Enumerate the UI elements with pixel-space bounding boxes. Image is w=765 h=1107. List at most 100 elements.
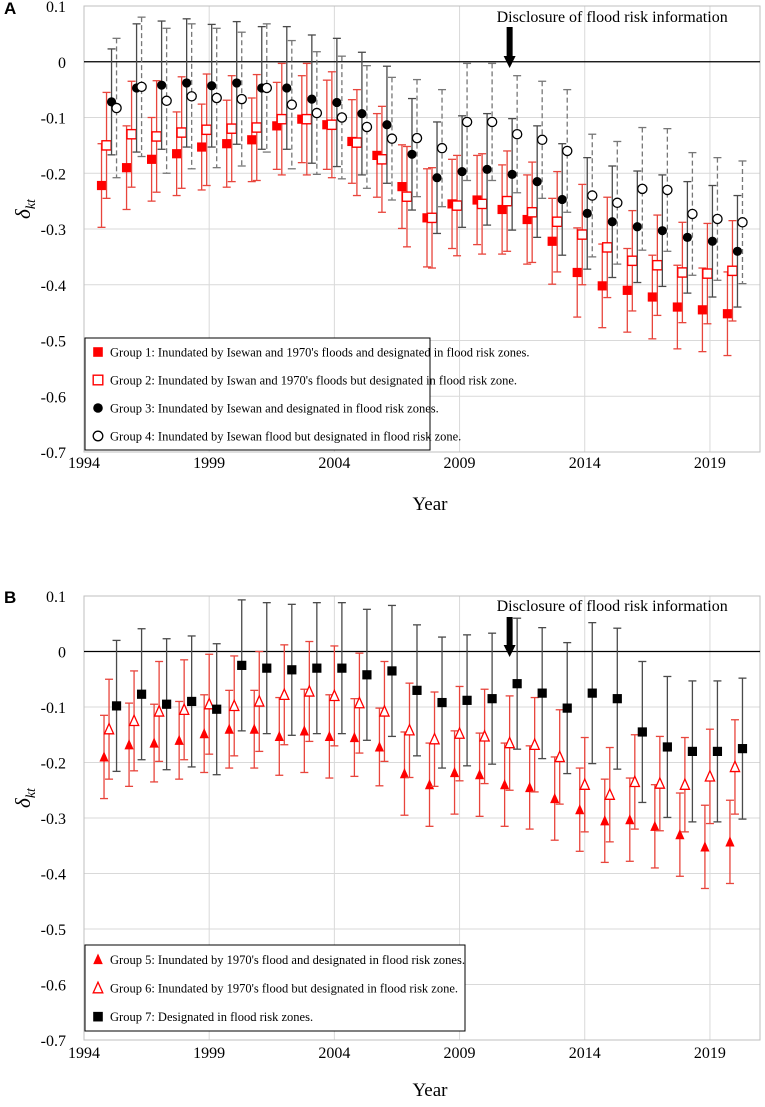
data-point — [504, 735, 516, 749]
data-point — [226, 123, 238, 134]
data-point — [99, 751, 109, 762]
series-1 — [99, 688, 735, 890]
data-point — [378, 704, 391, 717]
data-point — [522, 214, 532, 225]
data-point — [607, 217, 617, 227]
annotation-arrow-head — [503, 56, 516, 68]
data-point — [187, 696, 197, 707]
data-point — [362, 670, 372, 680]
data-point — [203, 697, 215, 710]
data-point — [232, 78, 242, 88]
data-point — [679, 777, 691, 790]
data-point — [532, 177, 542, 187]
data-point — [486, 116, 498, 128]
data-point — [149, 737, 159, 748]
data-point — [478, 729, 491, 742]
y-tick-label: -0.6 — [41, 978, 66, 995]
data-point — [587, 190, 598, 201]
data-point — [251, 122, 263, 133]
data-point — [612, 197, 623, 209]
data-point — [121, 163, 132, 173]
legend-label: Group 7: Designated in flood risk zones. — [110, 1010, 313, 1024]
data-point — [700, 841, 710, 852]
data-point — [575, 804, 585, 815]
data-point — [157, 80, 167, 90]
x-tick-label: 2019 — [694, 1045, 726, 1062]
data-point — [453, 726, 466, 739]
data-point — [461, 116, 473, 128]
x-tick-label: 2014 — [569, 455, 601, 472]
data-point — [182, 78, 192, 88]
y-axis-title: δkt — [11, 198, 39, 219]
data-point — [572, 267, 582, 278]
data-point — [424, 779, 435, 790]
x-tick-label: 1999 — [193, 455, 225, 472]
data-point — [407, 149, 417, 159]
annotation-label: Disclosure of flood risk information — [497, 598, 728, 615]
data-point — [286, 99, 298, 110]
x-tick-label: 2004 — [318, 1045, 350, 1062]
legend-label: Group 2: Inundated by Iswan and 1970's f… — [110, 374, 517, 388]
data-point — [178, 702, 190, 716]
data-point — [487, 694, 497, 704]
y-tick-label: -0.7 — [41, 1033, 66, 1050]
data-point — [712, 746, 723, 756]
data-point — [462, 695, 472, 705]
y-tick-label: -0.5 — [41, 922, 66, 939]
data-point — [411, 132, 423, 144]
data-point — [282, 83, 292, 93]
x-tick-label: 2019 — [694, 455, 726, 472]
y-tick-label: -0.2 — [41, 756, 66, 773]
data-point — [337, 663, 347, 673]
data-point — [111, 102, 122, 114]
data-point — [126, 128, 137, 140]
data-point — [336, 112, 348, 123]
data-point — [682, 232, 692, 242]
data-point — [732, 246, 743, 256]
y-axis-title: δkt — [11, 787, 39, 808]
data-point — [597, 281, 607, 291]
data-point — [274, 730, 284, 742]
data-point — [397, 182, 407, 192]
data-point — [103, 722, 115, 735]
data-point — [525, 781, 535, 793]
data-point — [236, 93, 247, 105]
data-point — [357, 108, 367, 119]
annotation-label: Disclosure of flood risk information — [497, 9, 728, 26]
x-tick-label: 1999 — [193, 1045, 225, 1062]
data-point — [186, 91, 197, 102]
y-tick-label: -0.2 — [41, 166, 66, 183]
data-point — [262, 663, 272, 673]
data-point — [201, 124, 212, 136]
data-point — [287, 665, 297, 675]
data-point — [722, 309, 733, 319]
data-point — [111, 701, 122, 711]
data-point — [436, 142, 448, 154]
data-point — [412, 685, 422, 695]
data-point — [601, 242, 613, 253]
y-tick-label: 0.1 — [46, 589, 66, 606]
data-point — [637, 727, 647, 737]
data-point — [401, 191, 413, 202]
data-point — [247, 135, 257, 145]
data-point — [507, 169, 517, 179]
data-point — [207, 81, 217, 91]
data-point — [687, 208, 698, 220]
y-tick-label: -0.5 — [41, 334, 66, 351]
data-point — [128, 713, 140, 727]
data-point — [174, 734, 184, 745]
data-point — [562, 703, 572, 713]
data-point — [311, 107, 323, 119]
data-point — [361, 121, 373, 133]
data-point — [332, 97, 342, 108]
data-point — [576, 229, 588, 240]
data-point — [386, 133, 398, 144]
data-point — [387, 666, 397, 676]
data-point — [550, 792, 560, 804]
data-point — [622, 285, 632, 295]
data-point — [536, 134, 548, 146]
data-point — [382, 120, 392, 130]
